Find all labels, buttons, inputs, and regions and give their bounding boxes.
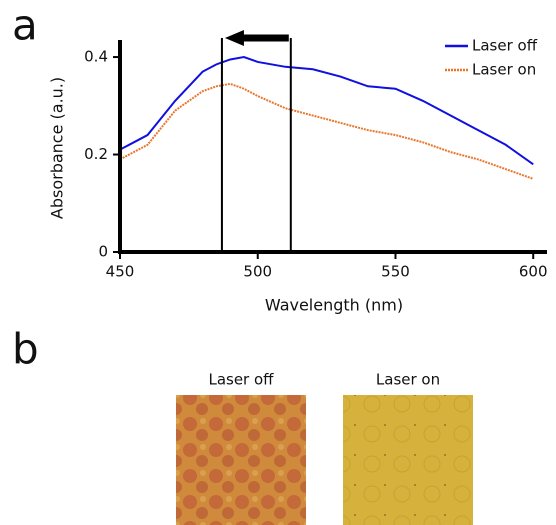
image-laser-off: [176, 395, 306, 525]
image-label: Laser off: [208, 371, 274, 389]
y-tick-label: 0.4: [84, 48, 108, 66]
series-line: [119, 82, 534, 180]
x-tick-label: 600: [519, 263, 548, 281]
image-laser-on: [343, 395, 473, 525]
x-axis-label: Wavelength (nm): [265, 296, 403, 315]
x-tick-label: 450: [106, 263, 135, 281]
y-tick-label: 0: [98, 243, 108, 261]
arrow-head: [224, 30, 244, 46]
panel-label: b: [12, 325, 39, 374]
legend-label: Laser off: [472, 37, 538, 55]
series-line: [119, 56, 534, 166]
x-tick-label: 500: [243, 263, 272, 281]
legend-label: Laser on: [472, 61, 536, 79]
y-tick-label: 0.2: [84, 145, 108, 163]
image-label: Laser on: [376, 371, 440, 389]
panel-label: a: [12, 1, 38, 50]
x-tick-label: 550: [381, 263, 410, 281]
y-axis-label: Absorbance (a.u.): [48, 77, 67, 219]
